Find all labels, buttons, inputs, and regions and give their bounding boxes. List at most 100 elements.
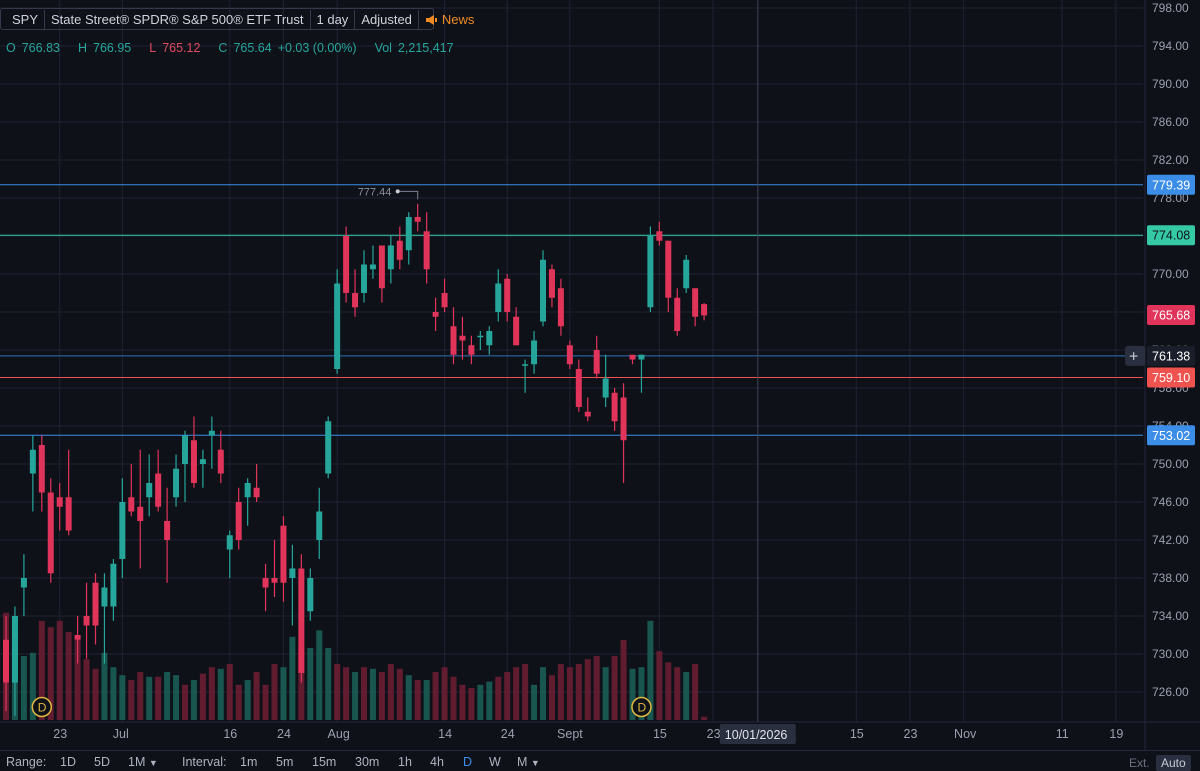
candle-body xyxy=(110,564,116,607)
candle-body xyxy=(236,502,242,540)
volume-bar xyxy=(522,664,528,720)
candle-body xyxy=(334,284,340,370)
volume-bar xyxy=(486,682,492,720)
candle-body xyxy=(272,578,278,583)
time-tick-label: 11 xyxy=(1056,727,1069,741)
candle-body xyxy=(39,445,45,493)
volume-bar xyxy=(495,677,501,720)
range-1d-button[interactable]: 1D xyxy=(60,755,76,769)
candle-body xyxy=(182,436,188,465)
volume-bar xyxy=(549,675,555,720)
volume-bar xyxy=(119,675,125,720)
interval-m-button[interactable]: M ▼ xyxy=(517,755,540,769)
bottom-toolbar: Range: 1D 5D 1M ▼ Interval: 1m 5m 15m 30… xyxy=(0,750,1200,769)
volume-bar xyxy=(397,669,403,720)
volume-bar xyxy=(603,667,609,720)
volume-bar xyxy=(558,664,564,720)
price-tick-label: 734.00 xyxy=(1152,609,1189,623)
volume-bar xyxy=(585,659,591,720)
candle-body xyxy=(21,578,27,588)
auto-button[interactable]: Auto xyxy=(1156,755,1191,771)
volume-bar xyxy=(236,685,242,720)
volume-bar xyxy=(84,659,90,720)
volume-bar xyxy=(146,677,152,720)
candle-body xyxy=(137,507,143,521)
time-tick-label: Sept xyxy=(557,727,583,741)
price-tick-label: 730.00 xyxy=(1152,647,1189,661)
volume-bar xyxy=(433,672,439,720)
range-1m-button[interactable]: 1M ▼ xyxy=(128,755,158,769)
interval-label[interactable]: 1 day xyxy=(311,10,356,30)
volume-bar xyxy=(272,664,278,720)
interval-1h-button[interactable]: 1h xyxy=(398,755,412,769)
candle-body xyxy=(406,217,412,250)
candle-body xyxy=(477,336,483,338)
candle-body xyxy=(549,269,555,298)
volume-bar xyxy=(57,621,63,720)
symbol-name[interactable]: State Street® SPDR® S&P 500® ETF Trust xyxy=(45,10,310,30)
candle-body xyxy=(173,469,179,498)
volume-bar xyxy=(245,680,251,720)
interval-15m-button[interactable]: 15m xyxy=(312,755,336,769)
candle-body xyxy=(397,241,403,260)
price-tick-label: 794.00 xyxy=(1152,39,1189,53)
volume-bar xyxy=(379,672,385,720)
time-tick-label: 16 xyxy=(223,727,237,741)
candle-body xyxy=(674,298,680,331)
candle-body xyxy=(48,493,54,574)
volume-bar xyxy=(370,669,376,720)
time-tick-label: 24 xyxy=(277,727,291,741)
range-label: Range: xyxy=(6,755,46,769)
candle-body xyxy=(504,279,510,312)
candle-body xyxy=(298,569,304,674)
volume-bar xyxy=(361,667,367,720)
candle-body xyxy=(638,355,644,360)
volume-bar xyxy=(567,667,573,720)
candle-body xyxy=(495,284,501,313)
candle-body xyxy=(200,459,206,464)
volume-bar xyxy=(540,667,546,720)
volume-bar xyxy=(621,640,627,720)
interval-5m-button[interactable]: 5m xyxy=(276,755,293,769)
range-1m-label: 1M xyxy=(128,755,145,769)
interval-w-button[interactable]: W xyxy=(489,755,501,769)
candle-body xyxy=(612,393,618,422)
interval-label-text: Interval: xyxy=(182,755,226,769)
symbol-ticker[interactable]: SPY xyxy=(6,10,45,30)
time-tick-label: 23 xyxy=(53,727,67,741)
interval-30m-button[interactable]: 30m xyxy=(355,755,379,769)
adjusted-label[interactable]: Adjusted xyxy=(355,10,419,30)
interval-1m-button[interactable]: 1m xyxy=(240,755,257,769)
megaphone-icon xyxy=(425,14,438,26)
range-5d-button[interactable]: 5D xyxy=(94,755,110,769)
time-tick-label: 23 xyxy=(904,727,918,741)
volume-bar xyxy=(576,664,582,720)
candle-body xyxy=(218,450,224,474)
symbol-legend: SPY State Street® SPDR® S&P 500® ETF Tru… xyxy=(6,10,480,30)
candle-body xyxy=(585,412,591,417)
candle-body xyxy=(603,379,609,398)
price-tick-label: 770.00 xyxy=(1152,267,1189,281)
news-button[interactable]: News xyxy=(419,10,481,30)
time-tick-label: Jul xyxy=(113,727,129,741)
time-tick-label: 15 xyxy=(850,727,864,741)
volume-bar xyxy=(289,637,295,720)
candle-body xyxy=(540,260,546,322)
interval-4h-button[interactable]: 4h xyxy=(430,755,444,769)
time-tick-label: 24 xyxy=(501,727,515,741)
candle-body xyxy=(621,398,627,441)
candle-body xyxy=(101,588,107,607)
candle-body xyxy=(66,497,72,530)
time-tick-label: Aug xyxy=(328,727,350,741)
volume-bar xyxy=(110,667,116,720)
candle-body xyxy=(486,331,492,345)
interval-m-label: M xyxy=(517,755,527,769)
volume-bar xyxy=(182,685,188,720)
interval-d-button[interactable]: D xyxy=(463,755,472,769)
candle-body xyxy=(656,231,662,241)
price-tick-label: 786.00 xyxy=(1152,115,1189,129)
ext-button[interactable]: Ext. xyxy=(1124,755,1155,771)
news-label: News xyxy=(442,10,475,30)
candle-body xyxy=(227,535,233,549)
